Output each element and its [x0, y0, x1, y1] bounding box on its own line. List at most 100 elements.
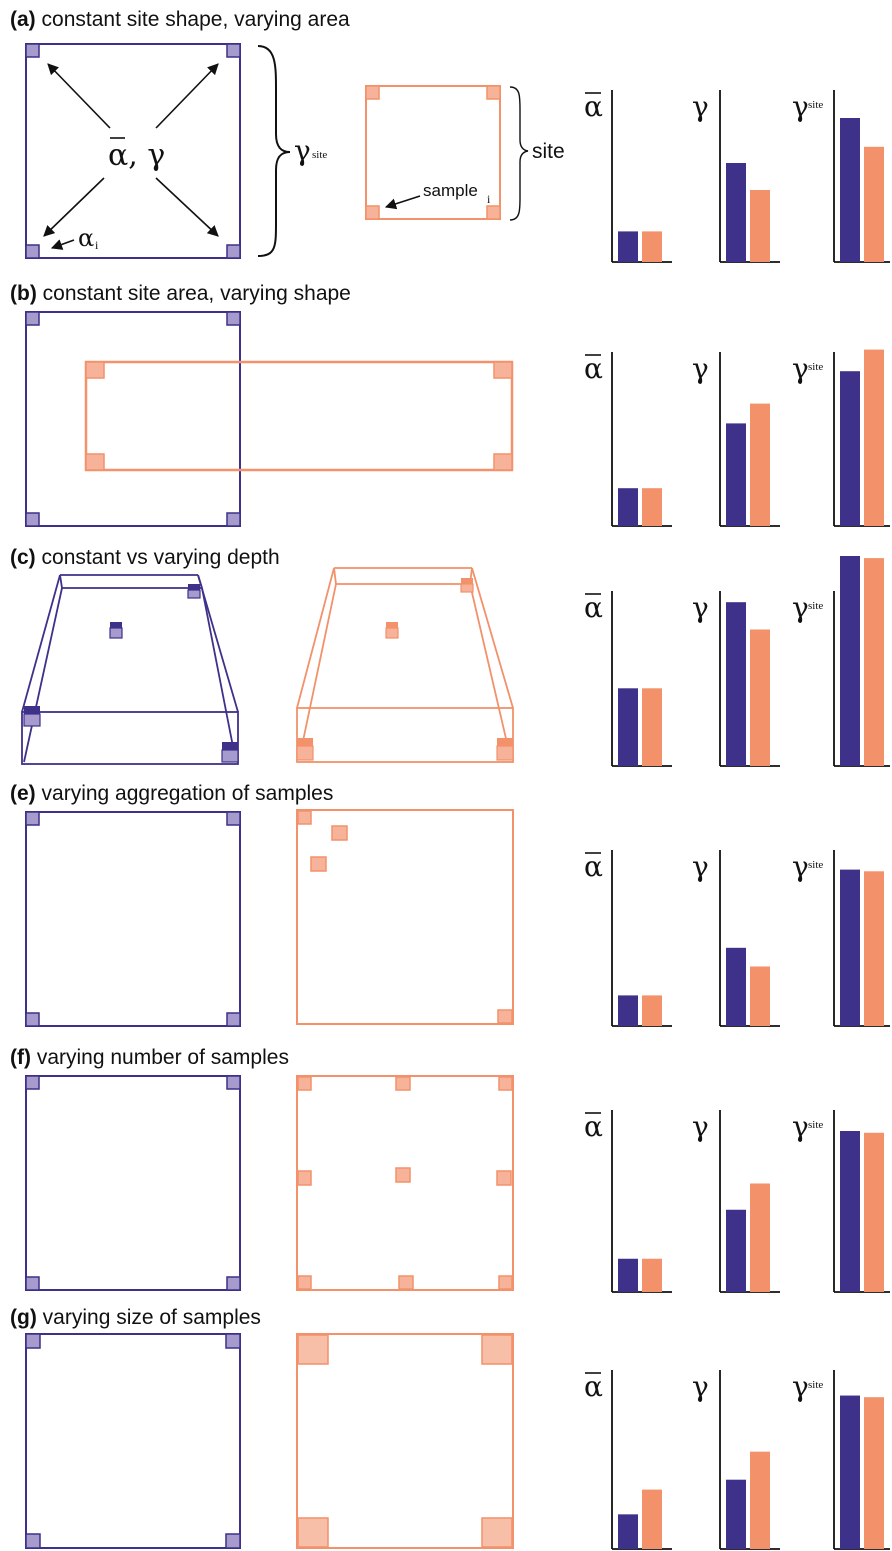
site-square — [25, 1333, 241, 1549]
sample-square — [226, 1276, 241, 1291]
sample-square — [25, 1075, 40, 1090]
sample-square — [226, 311, 241, 326]
panel-g-diagram — [25, 1333, 514, 1549]
sample-square — [25, 1533, 41, 1549]
sample-label: sample — [423, 181, 478, 200]
sample-square — [25, 512, 40, 527]
bar — [726, 423, 746, 526]
arrow — [384, 195, 421, 210]
alpha-bar-axis-label: α — [584, 90, 603, 123]
gamma-site-axis-subscript: site — [808, 600, 823, 612]
bar — [750, 1183, 770, 1292]
bar — [840, 1131, 860, 1292]
site-square — [25, 311, 241, 527]
alpha-i-subscript: i — [95, 238, 99, 252]
sample-square — [226, 43, 241, 58]
sample-square — [365, 85, 380, 100]
sample-square — [498, 1275, 513, 1290]
sample-square — [297, 1275, 312, 1290]
bar — [618, 1258, 638, 1292]
sample-square — [310, 856, 327, 872]
sample-square — [365, 205, 380, 220]
bar — [642, 488, 662, 526]
sample-square — [25, 244, 40, 259]
sample-cube — [496, 738, 514, 761]
panel-e-diagram — [25, 809, 514, 1027]
gamma-axis-label: γ — [692, 90, 709, 123]
gamma-site-axis-subscript: site — [808, 1379, 823, 1391]
arrow — [155, 177, 219, 237]
gamma-axis-label: γ — [692, 850, 709, 883]
sample-square — [25, 311, 40, 326]
sample-square — [85, 453, 105, 471]
sample-cube — [221, 742, 239, 763]
sample-square — [85, 361, 105, 379]
chart-group-c: α γ γ site — [584, 556, 890, 767]
chart-group-f: α γ γ site — [584, 1110, 890, 1293]
sample-square — [297, 1076, 312, 1091]
gamma-site-axis-label: γ — [792, 1370, 809, 1403]
sample-square — [496, 1170, 512, 1186]
bar — [864, 558, 884, 766]
site-label: site — [532, 140, 565, 163]
gamma-site-axis-subscript: site — [808, 1119, 823, 1131]
sample-square — [226, 1012, 241, 1027]
gamma-axis-label: γ — [692, 591, 709, 624]
bar — [618, 688, 638, 766]
panel-title-b: (b) constant site area, varying shape — [10, 282, 351, 305]
gamma-site-axis-label: γ — [792, 352, 809, 385]
chart-group-a: α γ γ site — [584, 90, 890, 263]
panel-title-f: (f) varying number of samples — [10, 1046, 289, 1069]
panel-title-a: (a) constant site shape, varying area — [10, 8, 350, 31]
site-square — [296, 1075, 514, 1291]
sample-square — [25, 43, 40, 58]
bar — [840, 869, 860, 1026]
sample-square — [297, 1170, 312, 1186]
panel-f-diagram — [25, 1075, 514, 1291]
sample-square — [225, 1533, 241, 1549]
sample-square-large — [481, 1517, 513, 1548]
bar — [750, 629, 770, 766]
sample-subscript: i — [487, 192, 491, 206]
sample-square — [226, 1075, 241, 1090]
bar — [750, 966, 770, 1026]
bar — [726, 602, 746, 766]
bar — [618, 1514, 638, 1549]
bar — [642, 1489, 662, 1549]
site-square — [296, 809, 514, 1025]
bar — [726, 1479, 746, 1549]
bar — [840, 371, 860, 526]
sample-square-large — [481, 1334, 513, 1365]
panel-b-diagram — [25, 311, 514, 527]
sample-square — [226, 811, 241, 826]
site-square — [296, 1333, 514, 1549]
trapezoid-prism-purple — [21, 574, 239, 765]
gamma-site-axis-subscript: site — [808, 859, 823, 871]
gamma-site-axis-subscript: site — [808, 361, 823, 373]
arrow — [50, 239, 75, 250]
gamma-site-axis-subscript: site — [808, 99, 823, 111]
bar — [726, 947, 746, 1026]
gamma-site-subscript: site — [312, 149, 327, 161]
gamma-site-axis-label: γ — [792, 591, 809, 624]
bar — [642, 1258, 662, 1292]
sample-square — [25, 1012, 40, 1027]
bar — [642, 231, 662, 262]
brace-large — [257, 45, 291, 257]
sample-square — [498, 1076, 513, 1091]
alpha-bar-axis-label: α — [584, 1370, 603, 1403]
panel-c-diagram — [21, 567, 514, 765]
sample-square — [25, 811, 40, 826]
bar — [864, 349, 884, 526]
trapezoid-prism-orange — [296, 567, 514, 763]
bar — [750, 190, 770, 262]
alpha-bar-axis-label: α — [584, 850, 603, 883]
gamma-axis-label: γ — [692, 352, 709, 385]
sample-square — [493, 453, 513, 471]
sample-cube — [187, 584, 201, 599]
bar — [618, 995, 638, 1026]
bar — [864, 1132, 884, 1292]
panel-title-e: (e) varying aggregation of samples — [10, 782, 333, 805]
